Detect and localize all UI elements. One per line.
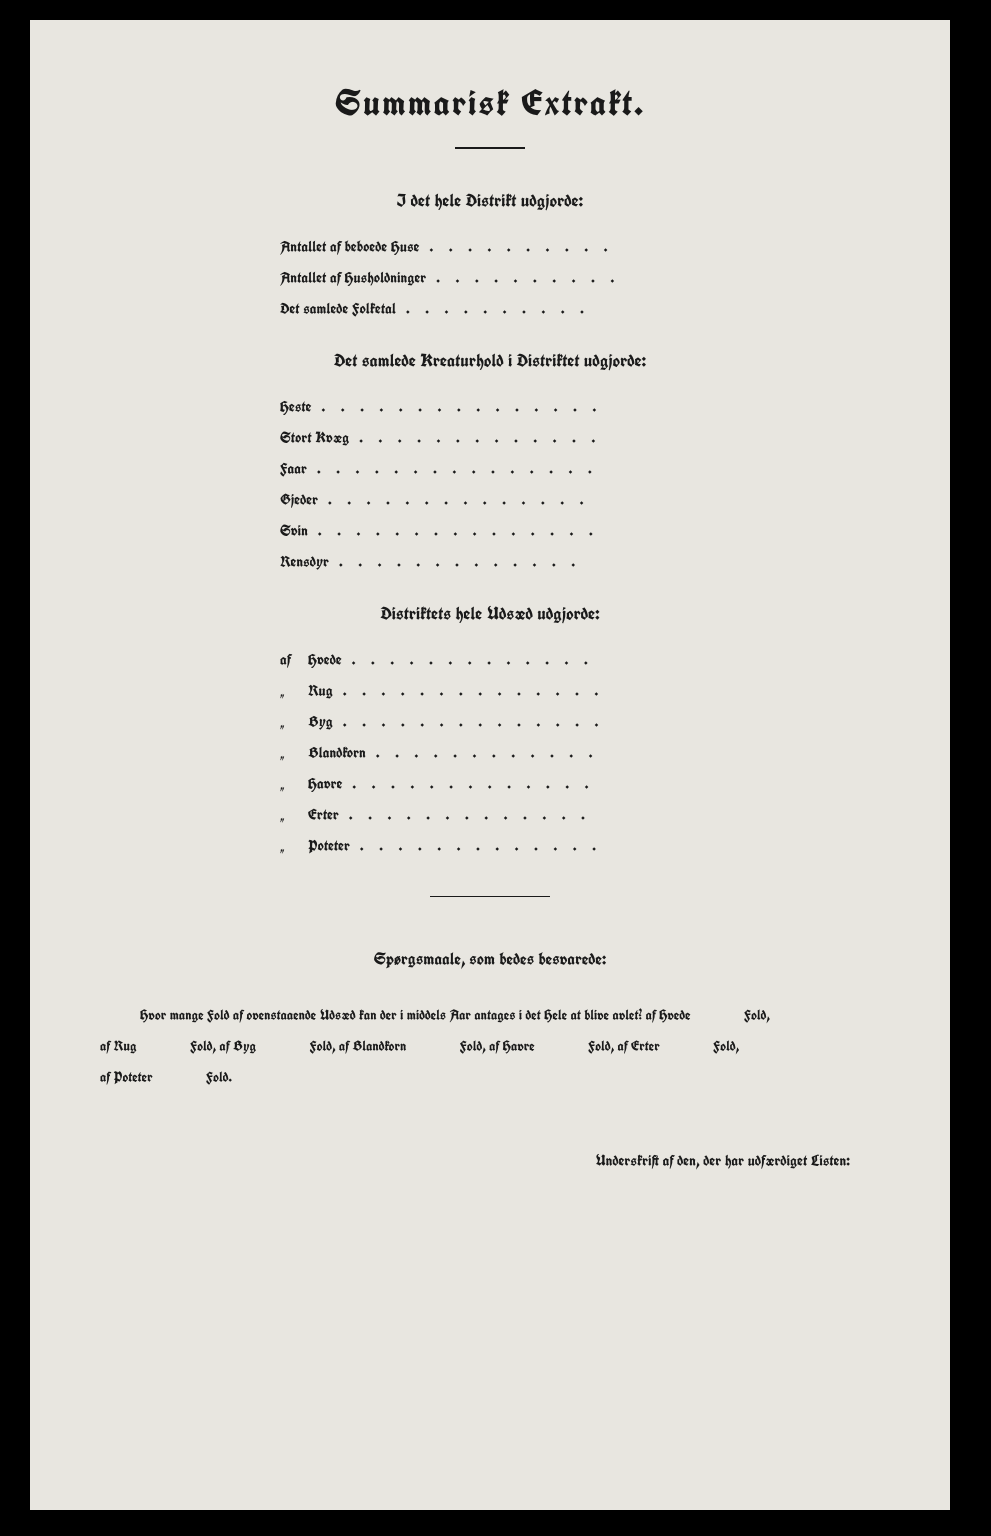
questions-body: Hvor mange Fold af ovenstaaende Udsæd ka…	[90, 1000, 890, 1092]
item-prefix: „	[280, 713, 308, 732]
item-label: Byg	[308, 713, 333, 732]
leader-dots: . . . . . . . . . . . . .	[349, 429, 700, 448]
item-label: Svin	[280, 522, 308, 541]
questions-heading: Spørgsmaale, som bedes besvarede:	[90, 947, 890, 970]
questions-intro: Hvor mange Fold af ovenstaaende Udsæd ka…	[140, 1006, 642, 1024]
question-segment: af Hvede	[646, 1000, 691, 1031]
question-segment: Fold.	[206, 1062, 232, 1093]
leader-dots: . . . . . . . . . . . . . .	[333, 713, 700, 732]
question-segment: Fold, af Byg	[190, 1031, 256, 1062]
section3-heading: Distriktets hele Udsæd udgjorde:	[90, 602, 890, 626]
question-segment: Fold, af Blandkorn	[310, 1031, 407, 1062]
item-label: Stort Kvæg	[280, 429, 349, 448]
page-title: Summarisk Extrakt.	[90, 80, 890, 127]
question-segment: Fold,	[744, 1000, 770, 1031]
leader-dots: . . . . . . . . . . . . .	[342, 651, 700, 670]
leader-dots: . . . . . . . . . . . . . . .	[307, 460, 700, 479]
question-segment: af Poteter	[100, 1062, 153, 1093]
list-item: Rensdyr . . . . . . . . . . . . .	[280, 553, 700, 572]
document-page: Summarisk Extrakt. I det hele Distrikt u…	[30, 20, 950, 1510]
section1-list: Antallet af beboede Huse . . . . . . . .…	[280, 238, 700, 319]
section2-list: Heste . . . . . . . . . . . . . . . Stor…	[280, 398, 700, 572]
list-item: „ Poteter . . . . . . . . . . . . .	[280, 837, 700, 856]
leader-dots: . . . . . . . . . . . . . . .	[308, 522, 700, 541]
list-item: „ Rug . . . . . . . . . . . . . .	[280, 682, 700, 701]
list-item: „ Blandkorn . . . . . . . . . . . .	[280, 744, 700, 763]
question-segment: Fold,	[713, 1031, 739, 1062]
leader-dots: . . . . . . . . . . . . .	[329, 553, 700, 572]
leader-dots: . . . . . . . . . . . . .	[342, 775, 700, 794]
item-label: Antallet af beboede Huse	[280, 238, 419, 257]
leader-dots: . . . . . . . . . . . .	[366, 744, 700, 763]
title-divider	[455, 147, 525, 149]
list-item: Faar . . . . . . . . . . . . . . .	[280, 460, 700, 479]
question-segment: Fold, af Havre	[460, 1031, 535, 1062]
item-prefix: „	[280, 837, 308, 856]
section2-heading: Det samlede Kreaturhold i Distriktet udg…	[90, 349, 890, 373]
section3-list: af Hvede . . . . . . . . . . . . . „ Rug…	[280, 651, 700, 856]
item-label: Rensdyr	[280, 553, 329, 572]
item-label: Faar	[280, 460, 307, 479]
list-item: „ Erter . . . . . . . . . . . . .	[280, 806, 700, 825]
list-item: Det samlede Folketal . . . . . . . . . .	[280, 300, 700, 319]
section1-heading: I det hele Distrikt udgjorde:	[90, 189, 890, 213]
leader-dots: . . . . . . . . . . . . .	[339, 806, 700, 825]
item-prefix: „	[280, 682, 308, 701]
list-item: Heste . . . . . . . . . . . . . . .	[280, 398, 700, 417]
item-label: Erter	[308, 806, 339, 825]
leader-dots: . . . . . . . . . . . . . .	[333, 682, 700, 701]
item-label: Gjeder	[280, 491, 318, 510]
item-label: Rug	[308, 682, 333, 701]
list-item: Stort Kvæg . . . . . . . . . . . . .	[280, 429, 700, 448]
item-label: Det samlede Folketal	[280, 300, 396, 319]
item-label: Heste	[280, 398, 311, 417]
list-item: „ Havre . . . . . . . . . . . . .	[280, 775, 700, 794]
list-item: Gjeder . . . . . . . . . . . . . .	[280, 491, 700, 510]
leader-dots: . . . . . . . . . .	[419, 238, 700, 257]
list-item: Svin . . . . . . . . . . . . . . .	[280, 522, 700, 541]
item-label: Antallet af Husholdninger	[280, 269, 426, 288]
list-item: Antallet af Husholdninger . . . . . . . …	[280, 269, 700, 288]
question-segment: af Rug	[100, 1031, 137, 1062]
list-item: „ Byg . . . . . . . . . . . . . .	[280, 713, 700, 732]
leader-dots: . . . . . . . . . . . . . . .	[311, 398, 700, 417]
item-prefix: „	[280, 744, 308, 763]
leader-dots: . . . . . . . . . .	[426, 269, 700, 288]
item-prefix: „	[280, 775, 308, 794]
item-label: Blandkorn	[308, 744, 366, 763]
question-segment: Fold, af Erter	[588, 1031, 660, 1062]
section-divider	[430, 896, 550, 897]
leader-dots: . . . . . . . . . . . . . .	[318, 491, 700, 510]
item-prefix: „	[280, 806, 308, 825]
item-label: Hvede	[308, 651, 342, 670]
item-label: Havre	[308, 775, 342, 794]
item-label: Poteter	[308, 837, 350, 856]
signature-label: Underskrift af den, der har udfærdiget L…	[90, 1152, 890, 1171]
list-item: Antallet af beboede Huse . . . . . . . .…	[280, 238, 700, 257]
list-item: af Hvede . . . . . . . . . . . . .	[280, 651, 700, 670]
leader-dots: . . . . . . . . . . . . .	[350, 837, 700, 856]
item-prefix: af	[280, 651, 308, 670]
leader-dots: . . . . . . . . . .	[396, 300, 700, 319]
